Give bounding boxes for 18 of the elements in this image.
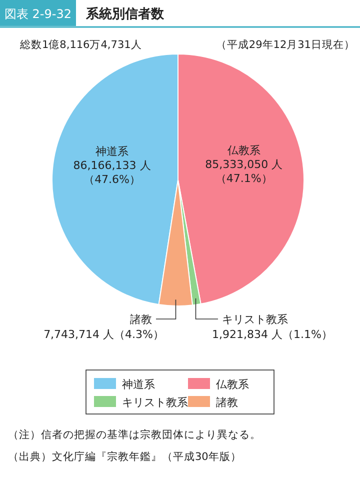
legend-label: 神道系 — [122, 378, 155, 391]
data-label: 86,166,133 人（47.6%） — [73, 158, 151, 186]
chart-title: 系統別信者数 — [85, 6, 165, 22]
text: （出典）文化庁編『宗教年鑑』（平成30年版） — [8, 450, 242, 463]
slice-label: 仏教系 — [226, 144, 260, 157]
legend-label: 仏教系 — [215, 378, 249, 391]
data-label: 7,743,714 人（4.3%） — [44, 328, 164, 341]
slice-label: キリスト教系 — [222, 313, 288, 326]
data-label: 1,921,834 人（1.1%） — [212, 328, 332, 341]
data-label: 85,333,050 人（47.1%） — [205, 158, 283, 185]
text: 図表 2-9-32 — [4, 7, 72, 21]
legend-label: 諸教 — [216, 396, 238, 409]
chart-subtitle: 総数1億8,116万4,731人 — [19, 38, 142, 51]
slice-label: 神道系 — [96, 144, 129, 158]
legend-label: キリスト教系 — [122, 396, 188, 409]
text: （注）信者の把握の基準は宗教団体により異なる。 — [8, 428, 261, 441]
text: （平成29年12月31日現在） — [216, 38, 355, 51]
slice-label: 諸教 — [130, 313, 152, 326]
